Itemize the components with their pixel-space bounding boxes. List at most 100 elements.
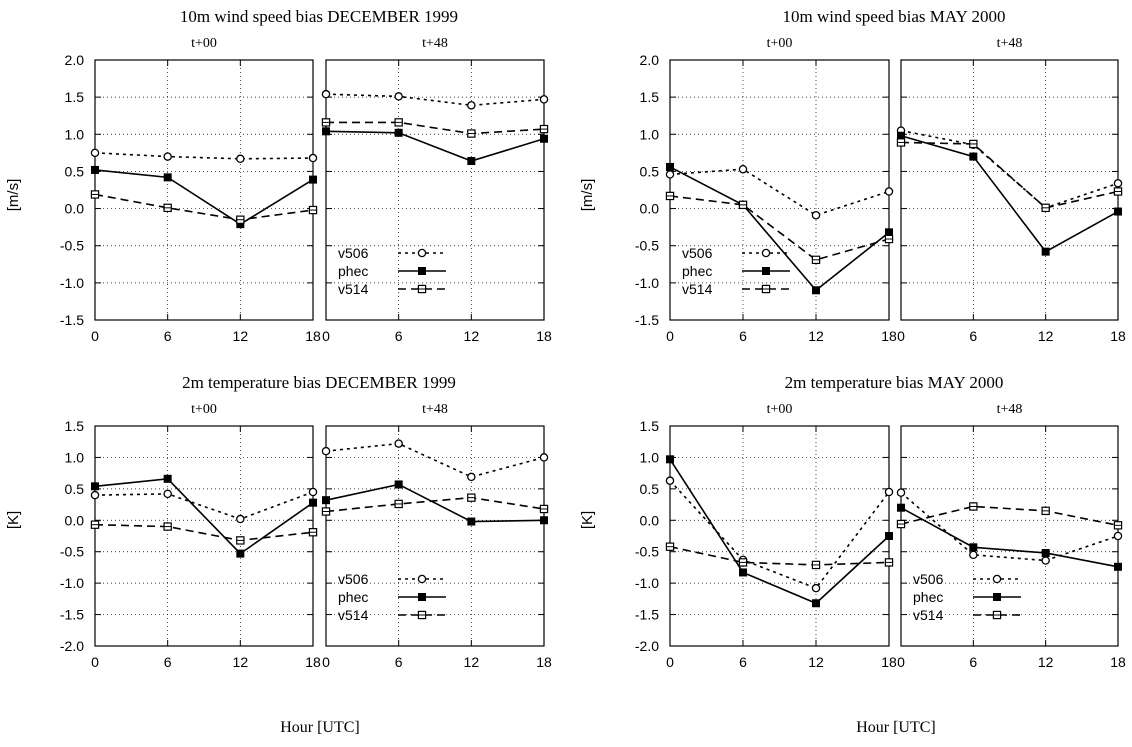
- marker-filled-square: [418, 267, 426, 275]
- legend: v506 phec v514: [338, 571, 446, 623]
- marker-open-square: [417, 610, 427, 620]
- tick-marks: [94, 59, 314, 321]
- panel-tplus48: t+48 0 6 12 18 v506 phec v514: [896, 402, 1126, 670]
- marker-open-square: [738, 558, 748, 567]
- marker-open-circle: [969, 550, 978, 560]
- y-tick-label: -2.0: [60, 638, 84, 654]
- marker-filled-square: [666, 162, 674, 171]
- grid: [670, 426, 889, 646]
- series-line-v506: [325, 93, 545, 107]
- marker-open-circle: [90, 490, 100, 500]
- marker-open-circle: [321, 446, 331, 456]
- marker-open-square: [308, 528, 318, 537]
- x-axis-label: Hour [UTC]: [280, 719, 360, 736]
- x-tick-label: 6: [395, 654, 403, 670]
- marker-open-square: [896, 519, 906, 529]
- y-tick-label: 1.0: [640, 449, 660, 465]
- marker-filled-square: [418, 593, 426, 601]
- x-tick-label: 0: [91, 654, 99, 670]
- tick-marks: [669, 59, 890, 321]
- y-axis-label: [m/s]: [5, 179, 22, 212]
- y-tick-label: -1.5: [635, 607, 659, 623]
- series-v514: [665, 191, 894, 265]
- series-line-v506: [325, 442, 545, 478]
- y-tick-label: 1.0: [65, 449, 85, 465]
- y-axis-label: [m/s]: [579, 179, 596, 212]
- marker-open-square: [417, 284, 427, 294]
- y-tick-label: 2.0: [65, 52, 85, 68]
- panel-subtitle: t+48: [997, 402, 1023, 417]
- marker-filled-square: [91, 165, 99, 174]
- x-tick-label: 0: [322, 328, 330, 344]
- x-tick-label: 0: [897, 328, 905, 344]
- panel-subtitle: t+48: [422, 36, 448, 51]
- y-tick-label: 0.0: [65, 201, 85, 217]
- panel-subtitle: t+48: [997, 36, 1023, 51]
- series-phec: [91, 165, 317, 229]
- series-line-phec: [325, 130, 545, 162]
- x-tick-label: 6: [164, 328, 172, 344]
- y-tick-label: 1.0: [65, 126, 85, 142]
- x-tick-label: 12: [233, 654, 249, 670]
- marker-filled-square: [969, 152, 978, 161]
- panel-frame: [900, 59, 1119, 321]
- y-tick-label: 0.5: [640, 481, 660, 497]
- marker-open-square: [467, 129, 476, 138]
- y-tick-label: 0.0: [640, 512, 660, 528]
- marker-filled-square: [309, 175, 317, 184]
- marker-filled-square: [812, 599, 820, 608]
- panel-frame: [325, 425, 545, 647]
- y-tick-label: 0.5: [65, 481, 85, 497]
- marker-open-circle: [811, 583, 821, 593]
- marker-open-circle: [321, 89, 331, 99]
- y-axis-label: [K]: [5, 511, 22, 529]
- marker-filled-square: [540, 516, 548, 525]
- series-line-v514: [94, 193, 314, 221]
- marker-open-square: [969, 502, 978, 511]
- series-line-phec: [94, 169, 314, 226]
- marker-open-square: [665, 191, 675, 201]
- grid: [326, 60, 544, 320]
- series-line-v514: [325, 496, 545, 513]
- legend-label: v506: [682, 245, 713, 261]
- legend-label: phec: [338, 589, 368, 605]
- marker-open-circle: [163, 152, 172, 161]
- marker-filled-square: [1114, 562, 1122, 571]
- panel-subtitle: t+48: [422, 402, 448, 417]
- y-tick-label: 1.5: [65, 89, 85, 105]
- x-tick-label: 6: [969, 328, 977, 344]
- marker-open-circle: [308, 153, 318, 163]
- series-phec: [897, 131, 1122, 256]
- series-v514: [90, 520, 318, 545]
- marker-open-square: [308, 205, 318, 215]
- series-phec: [91, 474, 317, 558]
- grid: [326, 426, 544, 646]
- marker-open-circle: [1113, 531, 1123, 541]
- legend-label: v506: [338, 245, 369, 261]
- marker-open-circle: [394, 92, 403, 101]
- marker-open-square: [811, 255, 821, 265]
- marker-open-circle: [738, 164, 748, 174]
- panel-subtitle: t+00: [191, 402, 217, 417]
- marker-open-circle: [811, 211, 821, 220]
- series-line-phec: [900, 135, 1119, 253]
- marker-open-square: [90, 190, 100, 199]
- marker-filled-square: [969, 543, 978, 552]
- series-line-phec: [325, 483, 545, 523]
- x-tick-label: 6: [969, 654, 977, 670]
- marker-open-circle: [665, 170, 675, 179]
- panel-frame: [325, 59, 545, 321]
- panel-tplus00: t+00 0 6 12 18 v506 phec v514: [665, 36, 897, 344]
- series-line-v506: [94, 491, 314, 520]
- x-tick-label: 6: [395, 328, 403, 344]
- panel-subtitle: t+00: [767, 36, 793, 51]
- marker-open-circle: [761, 248, 771, 258]
- marker-open-square: [811, 560, 821, 570]
- marker-filled-square: [467, 517, 476, 526]
- marker-open-square: [539, 124, 549, 134]
- y-tick-label: 0.5: [640, 163, 660, 179]
- x-tick-label: 6: [739, 328, 747, 344]
- marker-filled-square: [1114, 207, 1122, 216]
- marker-open-circle: [417, 574, 427, 584]
- series-v506: [321, 89, 549, 110]
